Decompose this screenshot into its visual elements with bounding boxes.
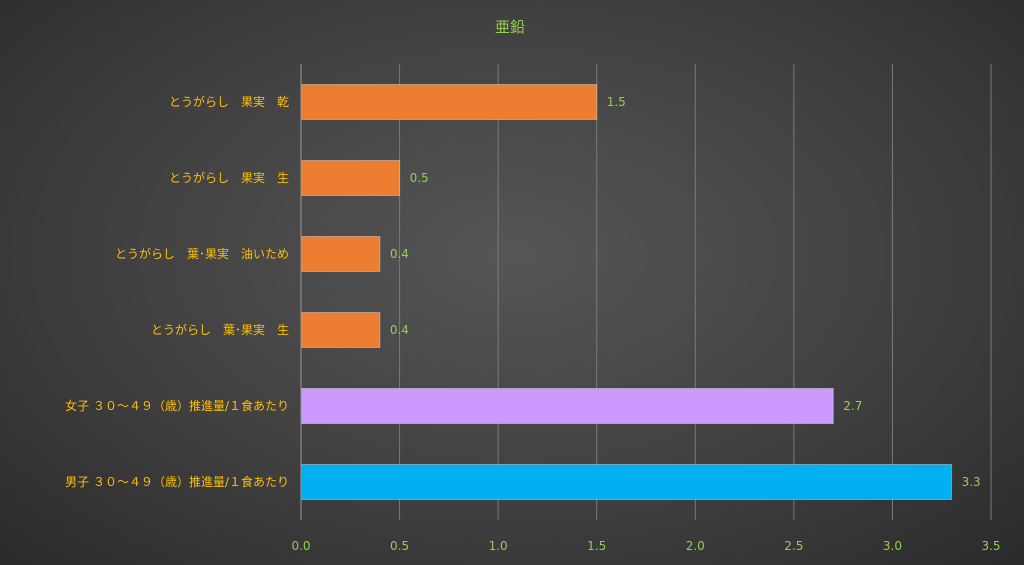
tick-label: 1.0 [489,539,508,553]
category-label: 男子 ３０～４９（歳）推進量/１食あたり [65,474,289,489]
category-label: とうがらし 果実 乾 [169,94,289,109]
data-label: 1.5 [607,95,626,109]
tick-label: 0.0 [291,539,310,553]
bar [300,236,381,272]
tick-label: 3.0 [883,539,902,553]
category-label: とうがらし 葉･果実 生 [151,322,289,337]
bars [300,84,953,500]
bar [300,160,401,196]
tick-label: 3.5 [981,539,1000,553]
category-label: とうがらし 果実 生 [169,170,289,185]
gridlines [399,64,992,520]
bar [300,312,381,348]
data-labels: 1.5 0.5 0.4 0.4 2.7 3.3 [390,95,981,489]
bar [300,464,953,500]
tick-label: 2.0 [686,539,705,553]
tick-label: 1.5 [587,539,606,553]
category-label: 女子 ３０～４９（歳）推進量/１食あたり [65,398,289,413]
bar [300,388,834,424]
tick-label: 0.5 [390,539,409,553]
data-label: 3.3 [962,475,981,489]
category-label: とうがらし 葉･果実 油いため [115,246,289,261]
bar [300,84,598,120]
data-label: 2.7 [843,399,862,413]
data-label: 0.5 [410,171,429,185]
value-tick-labels: 0.0 0.5 1.0 1.5 2.0 2.5 3.0 3.5 [291,539,1000,553]
data-label: 0.4 [390,247,409,261]
chart-title: 亜鉛 [495,18,525,36]
data-label: 0.4 [390,323,409,337]
tick-label: 2.5 [784,539,803,553]
